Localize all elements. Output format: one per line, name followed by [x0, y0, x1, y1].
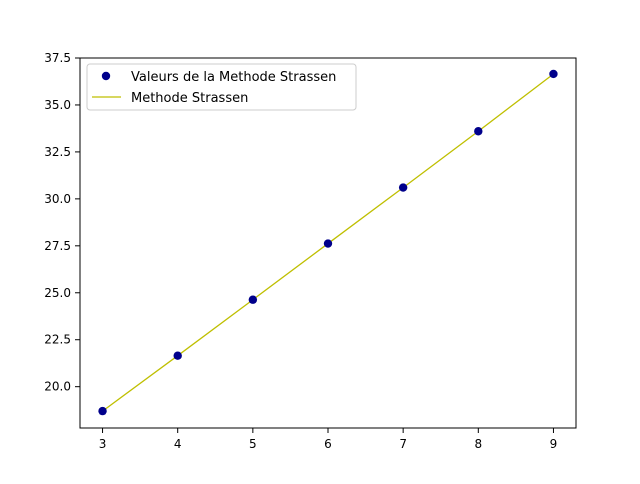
- x-tick-label: 5: [249, 437, 257, 451]
- y-tick-label: 32.5: [44, 145, 71, 159]
- scatter-point: [549, 69, 558, 79]
- x-tick-label: 3: [99, 437, 107, 451]
- legend: Valeurs de la Methode Strassen Methode St…: [86, 63, 357, 111]
- scatter-point: [323, 239, 333, 248]
- y-tick-label: 30.0: [44, 192, 71, 206]
- x-tick-label: 8: [474, 437, 482, 451]
- scatter-point: [98, 406, 107, 416]
- legend-label: Methode Strassen: [131, 91, 248, 106]
- legend-label: Valeurs de la Methode Strassen: [131, 70, 336, 85]
- scatter-point: [474, 127, 483, 136]
- y-tick-label: 22.5: [44, 333, 71, 347]
- x-tick-label: 6: [324, 437, 332, 451]
- legend-marker-scatter: [101, 71, 111, 81]
- scatter-series-layer: [98, 69, 558, 416]
- x-axis: 3 4 5 6 7 8 9: [99, 428, 558, 451]
- scatter-point: [398, 183, 408, 192]
- y-tick-label: 25.0: [44, 286, 71, 300]
- x-tick-label: 7: [399, 437, 407, 451]
- y-tick-label: 37.5: [44, 51, 71, 65]
- scatter-point: [173, 351, 182, 360]
- y-tick-label: 27.5: [44, 239, 71, 253]
- x-tick-label: 4: [174, 437, 182, 451]
- x-tick-label: 9: [550, 437, 558, 451]
- y-tick-label: 35.0: [44, 98, 71, 112]
- y-axis: 20.0 22.5 25.0 27.5 30.0 32.5 35.0 37.5: [44, 51, 80, 394]
- legend-box: [86, 63, 357, 111]
- y-tick-label: 20.0: [44, 380, 71, 394]
- scatter-point: [248, 295, 258, 304]
